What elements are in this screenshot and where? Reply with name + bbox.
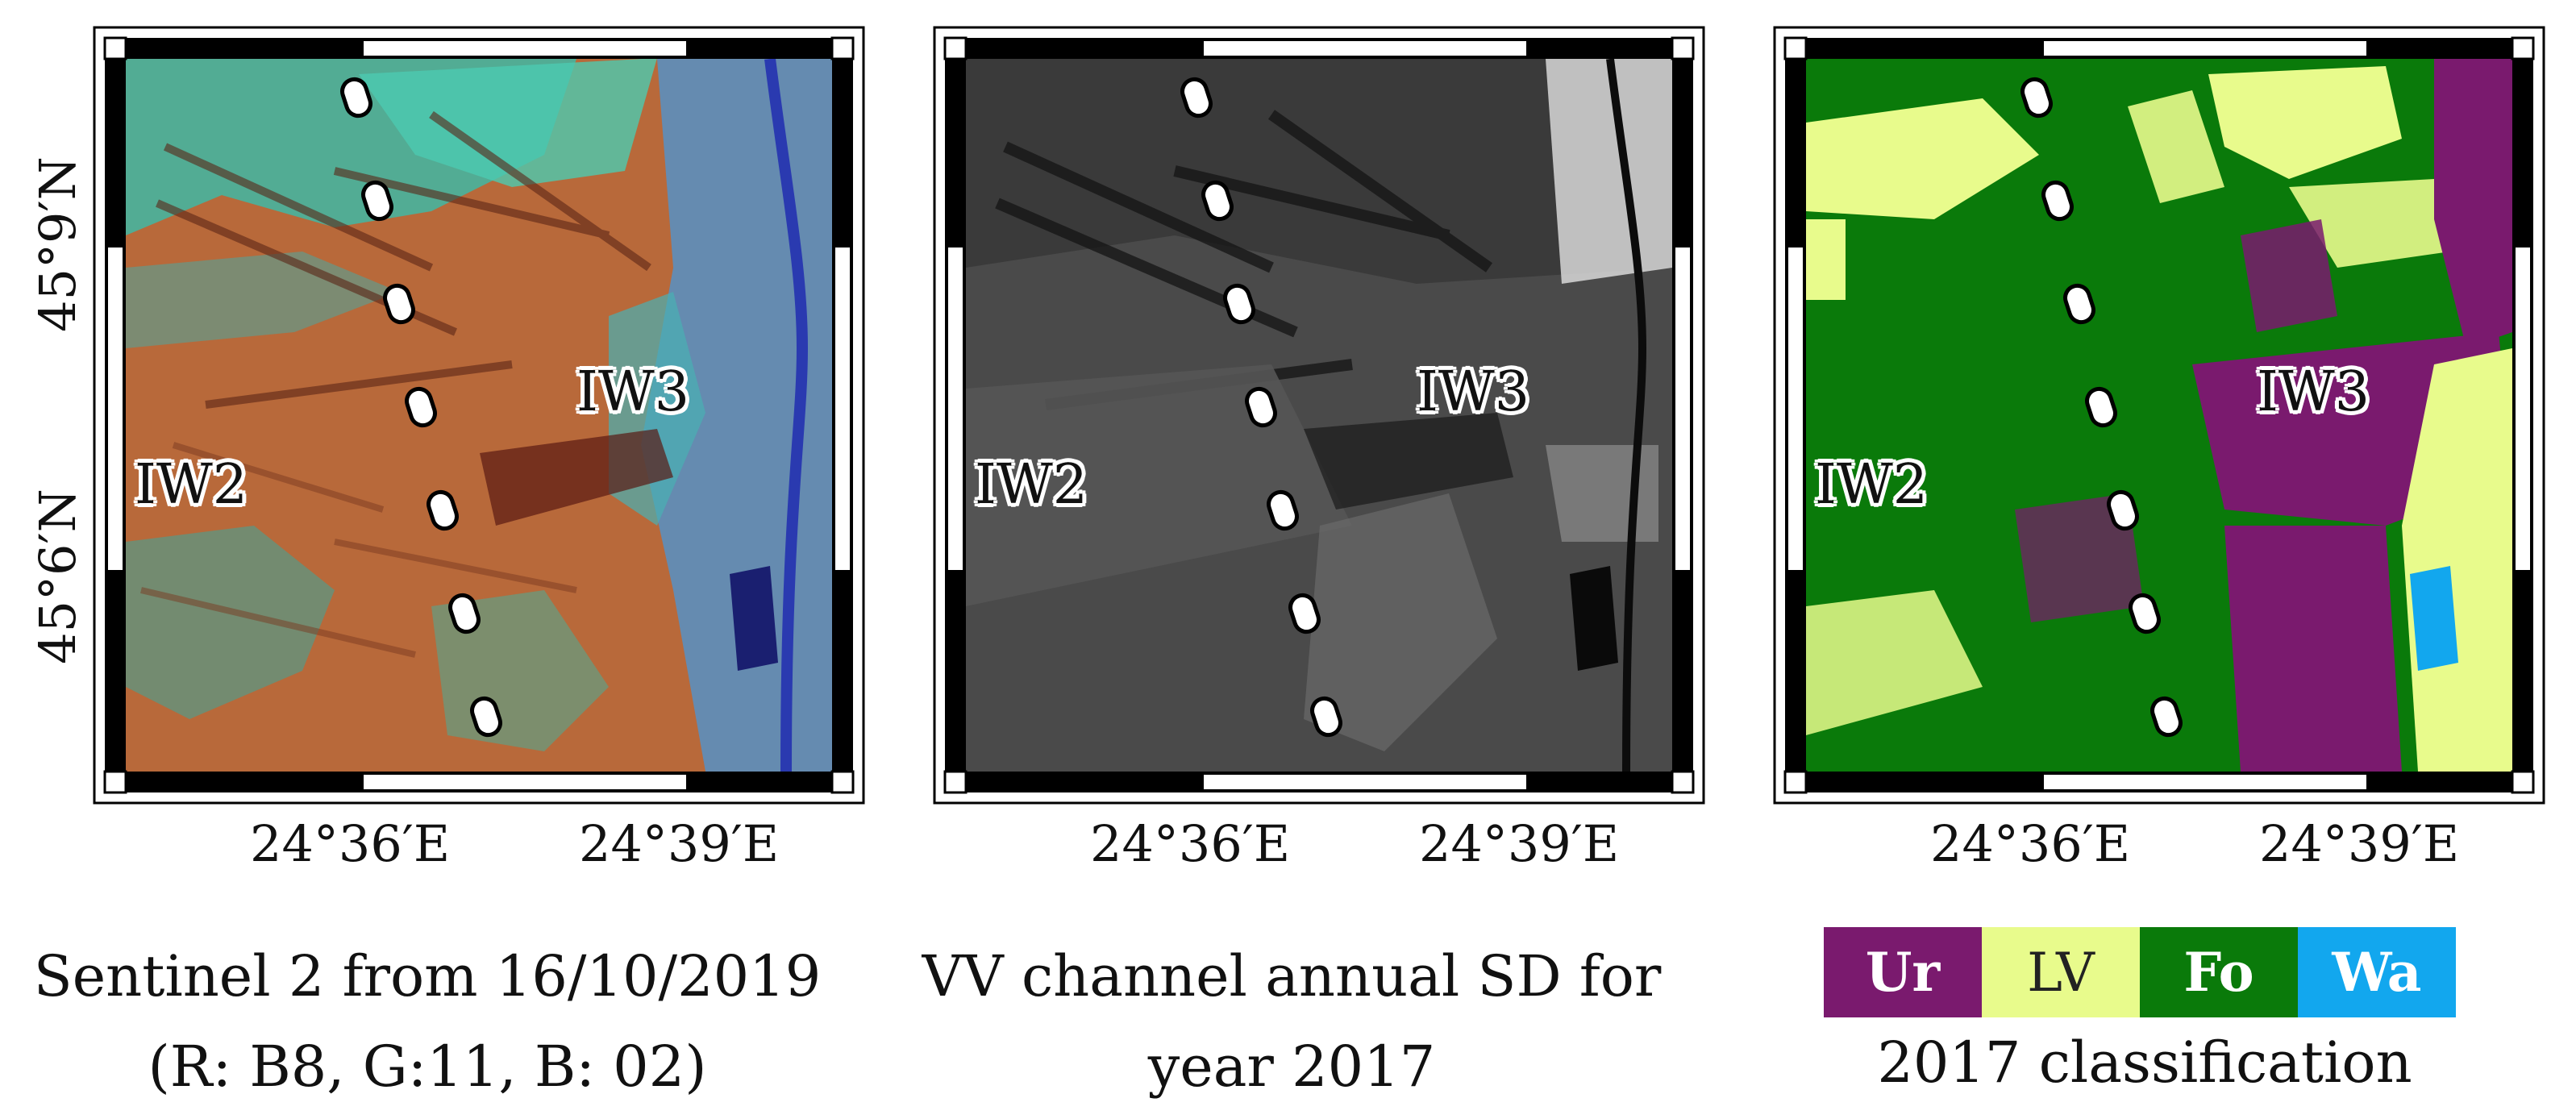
swath-label-iw3: IW3 [2257,360,2370,424]
lon-label-36-optical: 24°36′E [250,814,451,873]
sar-panel: IW3 IW2 [933,26,1705,805]
classification-panel: IW3 IW2 [1773,26,2545,805]
classification-map [1773,26,2545,805]
legend-item-water: Wa [2298,927,2456,1017]
burst-markers [2020,77,2183,738]
swath-label-iw3: IW3 [1417,360,1530,424]
sar-caption: VV channel annual SD for year 2017 [864,931,1719,1112]
legend-item-forest: Fo [2140,927,2298,1017]
optical-imagery [126,59,832,772]
sar-map [933,26,1705,805]
optical-panel: IW3 IW2 [93,26,865,805]
burst-markers [340,77,502,738]
optical-caption-line2: (R: B8, G:11, B: 02) [148,1034,707,1100]
swath-label-iw3: IW3 [576,360,690,424]
optical-caption-line1: Sentinel 2 from 16/10/2019 [33,943,822,1009]
swath-label-iw2: IW2 [975,453,1088,517]
sar-caption-line2: year 2017 [1147,1034,1436,1100]
classification-caption-line1: 2017 classification [1877,1030,2412,1096]
legend-item-urban: Ur [1824,927,1982,1017]
lon-label-39-sar: 24°39′E [1419,814,1620,873]
lon-label-36-class: 24°36′E [1930,814,2131,873]
optical-caption: Sentinel 2 from 16/10/2019 (R: B8, G:11,… [0,931,855,1112]
lon-label-36-sar: 24°36′E [1090,814,1291,873]
classification-imagery [1806,59,2512,772]
lon-label-39-optical: 24°39′E [579,814,780,873]
classification-legend: Ur LV Fo Wa [1824,927,2456,1017]
swath-label-iw2: IW2 [135,453,248,517]
legend-item-low-vegetation: LV [1982,927,2140,1017]
swath-label-iw2: IW2 [1815,453,1929,517]
lat-label-south: 45°6′N [28,489,87,664]
sar-imagery [966,59,1672,772]
burst-markers [1180,77,1342,738]
optical-map [93,26,865,805]
sar-caption-line1: VV channel annual SD for [922,943,1662,1009]
lon-label-39-class: 24°39′E [2259,814,2460,873]
classification-caption: 2017 classification [1717,1017,2572,1108]
lat-label-north: 45°9′N [28,156,87,332]
